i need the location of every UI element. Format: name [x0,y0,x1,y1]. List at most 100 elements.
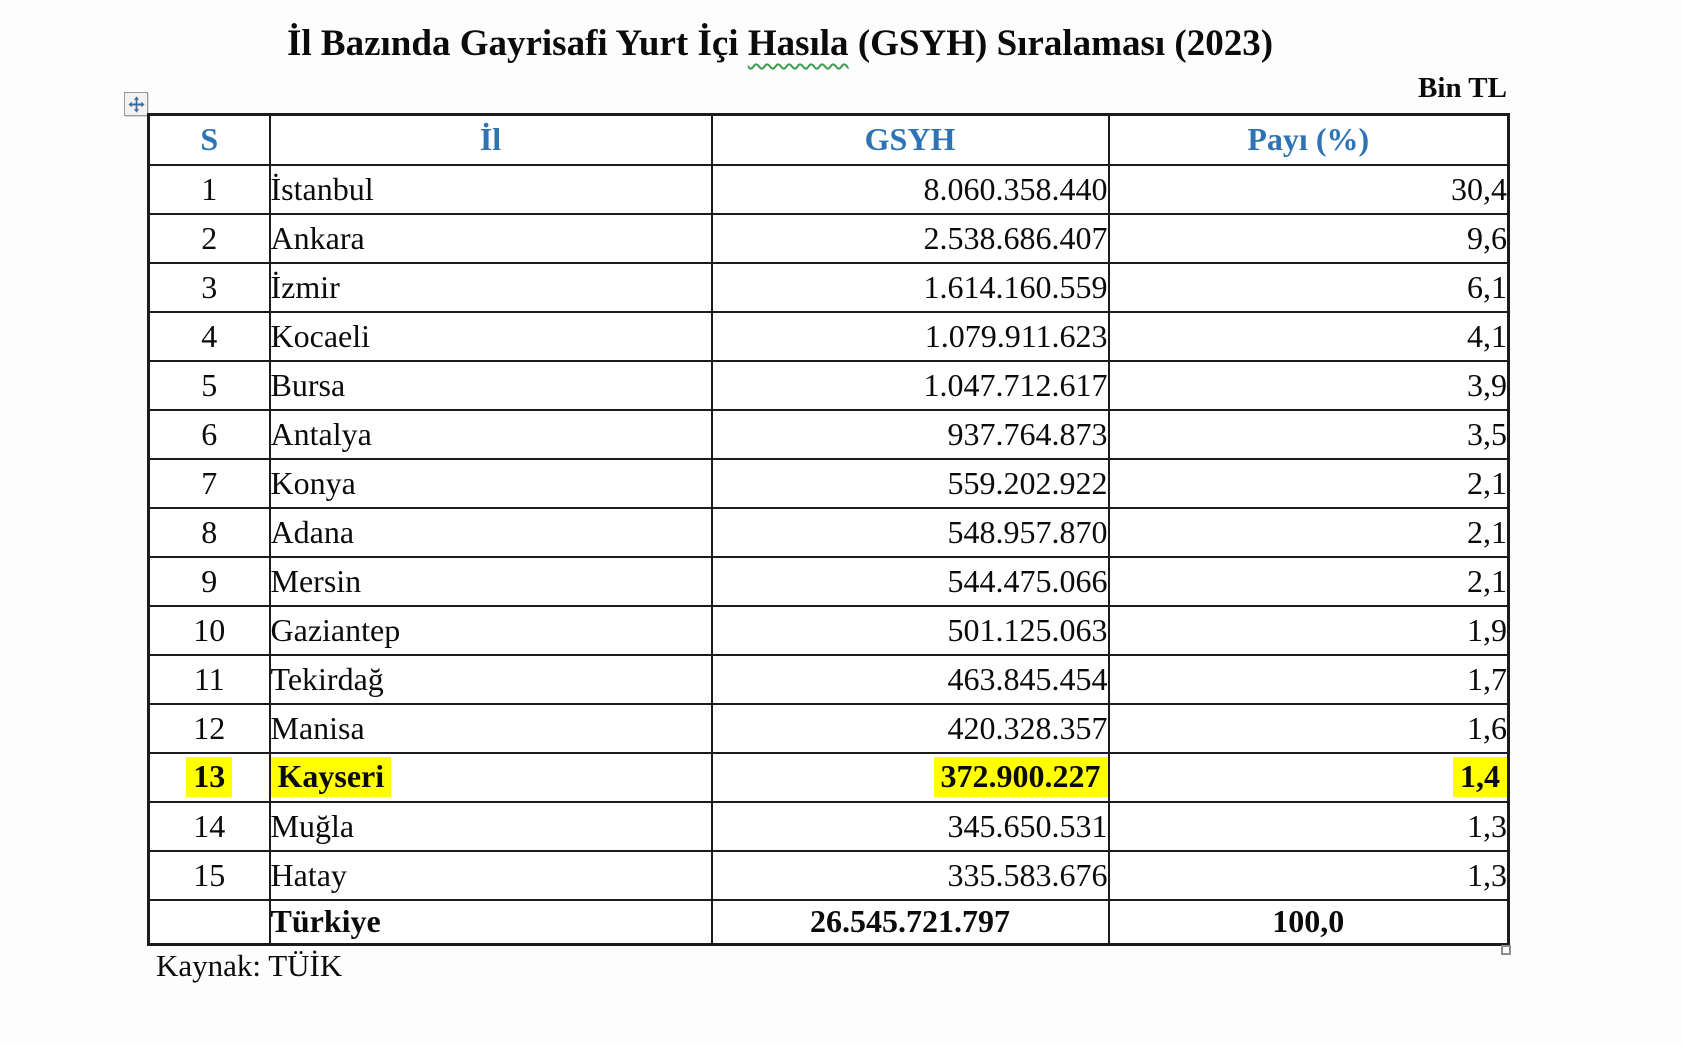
gdp-value: 1.614.160.559 [923,268,1108,305]
rank-cell: 2 [147,212,271,264]
rank-cell: 10 [147,604,271,656]
gdp-value: 501.125.063 [947,611,1108,648]
province-value: Manisa [270,709,365,746]
province-cell: Hatay [268,849,713,901]
rank-value: 8 [201,513,218,550]
header-share: Payı (%) [1107,113,1510,166]
rank-value: 11 [193,660,225,697]
title-segment-before: İl Bazında Gayrisafi Yurt İçi [286,23,748,64]
header-gdp: GSYH [710,113,1110,166]
province-value: Kocaeli [270,317,371,354]
share-value: 2,1 [1467,562,1507,599]
title-spellcheck-word: Hasıla [747,23,849,64]
gdp-value: 420.328.357 [947,709,1108,746]
rank-value: 10 [193,611,226,648]
province-value: Hatay [270,856,347,893]
gdp-value: 372.900.227 [933,757,1107,797]
province-value: İstanbul [270,170,374,207]
share-cell: 2,1 [1107,555,1510,607]
table-row: 6 Antalya 937.764.873 3,5 [147,408,1510,460]
rank-value: 3 [201,268,218,305]
province-value: Bursa [270,366,346,403]
table-move-handle[interactable] [124,92,148,116]
gdp-cell: 1.614.160.559 [710,261,1110,313]
gdp-cell: 1.047.712.617 [710,359,1110,411]
gdp-value: 2.538.686.407 [923,219,1108,256]
gdp-value: 345.650.531 [947,807,1108,844]
rank-cell: 12 [147,702,271,754]
gdp-value: 937.764.873 [947,415,1108,452]
rank-cell: 14 [147,800,271,852]
rank-cell: 9 [147,555,271,607]
rank-cell: 1 [147,163,271,215]
gdp-value: 559.202.922 [947,464,1108,501]
table-row: 7 Konya 559.202.922 2,1 [147,457,1510,509]
share-cell: 1,3 [1107,800,1510,852]
share-cell: 2,1 [1107,457,1510,509]
rank-cell: 11 [147,653,271,705]
province-value: Tekirdağ [270,660,384,697]
four-way-arrow-icon [127,95,145,113]
rank-cell: 13 [147,751,271,803]
province-value: Kayseri [271,757,392,797]
gdp-value: 544.475.066 [947,562,1108,599]
province-cell: Tekirdağ [268,653,713,705]
share-value: 1,3 [1467,807,1507,844]
share-cell: 3,9 [1107,359,1510,411]
gdp-cell: 2.538.686.407 [710,212,1110,264]
table-resize-handle[interactable] [1501,945,1511,955]
total-province-cell: Türkiye [268,898,713,946]
gdp-ranking-table: S İl GSYH Payı (%) 1 İstanbul 8.060.358.… [147,113,1510,946]
rank-cell: 5 [147,359,271,411]
gdp-cell: 548.957.870 [710,506,1110,558]
rank-value: 1 [201,170,218,207]
province-cell: Bursa [268,359,713,411]
rank-value: 14 [193,807,226,844]
share-value: 1,7 [1467,660,1507,697]
province-cell: Muğla [268,800,713,852]
province-value: İzmir [270,268,340,305]
gdp-value: 335.583.676 [947,856,1108,893]
share-value: 3,5 [1467,415,1507,452]
rank-value: 13 [186,757,233,797]
rank-cell: 4 [147,310,271,362]
share-cell: 4,1 [1107,310,1510,362]
gdp-value: 463.845.454 [947,660,1108,697]
share-cell: 2,1 [1107,506,1510,558]
table-row: 5 Bursa 1.047.712.617 3,9 [147,359,1510,411]
rank-cell: 7 [147,457,271,509]
gdp-cell: 8.060.358.440 [710,163,1110,215]
province-cell: Kayseri [268,751,713,803]
header-rank: S [147,113,271,166]
rank-cell: 15 [147,849,271,901]
table-row: 10 Gaziantep 501.125.063 1,9 [147,604,1510,656]
share-value: 1,6 [1467,709,1507,746]
share-value: 1,4 [1453,757,1507,797]
province-value: Konya [270,464,356,501]
province-cell: Ankara [268,212,713,264]
gdp-cell: 420.328.357 [710,702,1110,754]
total-province: Türkiye [270,903,381,940]
gdp-cell: 1.079.911.623 [710,310,1110,362]
gdp-cell: 463.845.454 [710,653,1110,705]
province-value: Ankara [270,219,365,256]
share-value: 3,9 [1467,366,1507,403]
gdp-cell: 937.764.873 [710,408,1110,460]
table-body: 1 İstanbul 8.060.358.440 30,4 2 Ankara 2… [147,163,1510,901]
table-row: 8 Adana 548.957.870 2,1 [147,506,1510,558]
share-value: 1,3 [1467,856,1507,893]
total-row: Türkiye 26.545.721.797 100,0 [147,898,1510,946]
province-value: Mersin [270,562,362,599]
province-value: Muğla [270,807,355,844]
table-row: 11 Tekirdağ 463.845.454 1,7 [147,653,1510,705]
rank-value: 5 [201,366,218,403]
total-gdp: 26.545.721.797 [810,903,1010,940]
province-cell: İstanbul [268,163,713,215]
table-row: 1 İstanbul 8.060.358.440 30,4 [147,163,1510,215]
share-cell: 30,4 [1107,163,1510,215]
rank-value: 2 [201,219,218,256]
gdp-value: 8.060.358.440 [923,170,1108,207]
table-row: 2 Ankara 2.538.686.407 9,6 [147,212,1510,264]
header-row: S İl GSYH Payı (%) [147,113,1510,166]
province-value: Antalya [270,415,372,452]
